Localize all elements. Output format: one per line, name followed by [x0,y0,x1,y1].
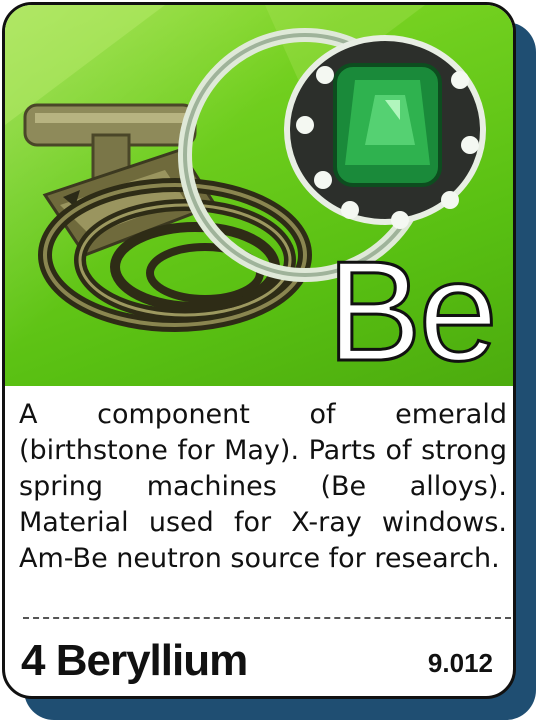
spring-key-image [23,103,312,332]
dashed-divider [23,617,511,619]
element-name-row: 4 Beryllium 9.012 [21,633,501,693]
photo-illustration [5,5,486,332]
element-number-name: 4 Beryllium [21,636,248,685]
element-description: A component of emerald (birthstone for M… [19,399,507,574]
element-photo: Be [5,5,513,386]
atomic-mass: 9.012 [427,648,493,678]
element-symbol: Be [326,232,500,386]
element-card: Be A component of emerald (birthstone fo… [2,2,516,699]
emerald-ring-image [178,28,486,282]
